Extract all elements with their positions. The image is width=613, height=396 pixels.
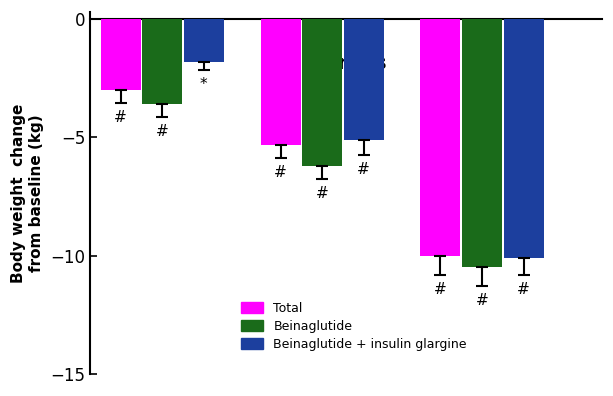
Text: #: #	[156, 124, 169, 139]
Bar	[462, 19, 502, 267]
Y-axis label: Body weight  change
from baseline (kg): Body weight change from baseline (kg)	[11, 103, 44, 283]
Text: #: #	[434, 282, 447, 297]
Text: #: #	[316, 186, 329, 201]
Text: #: #	[274, 165, 287, 180]
Bar	[344, 19, 384, 140]
Text: *: *	[200, 77, 208, 92]
Bar	[261, 19, 300, 145]
Text: #: #	[476, 293, 489, 308]
Bar	[184, 19, 224, 62]
Bar	[421, 19, 460, 256]
Bar	[142, 19, 182, 104]
Legend: Total, Beinaglutide, Beinaglutide + insulin glargine: Total, Beinaglutide, Beinaglutide + insu…	[235, 295, 473, 357]
Bar	[101, 19, 140, 90]
Bar	[503, 19, 544, 258]
X-axis label: Months: Months	[305, 54, 387, 73]
Text: #: #	[517, 282, 530, 297]
Text: #: #	[114, 110, 127, 125]
Bar	[302, 19, 342, 166]
Text: #: #	[357, 162, 370, 177]
